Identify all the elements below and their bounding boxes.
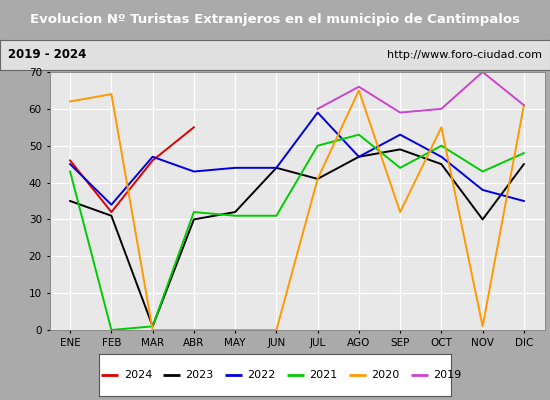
Text: 2024: 2024 <box>124 370 152 380</box>
Text: 2022: 2022 <box>248 370 276 380</box>
Text: http://www.foro-ciudad.com: http://www.foro-ciudad.com <box>387 50 542 60</box>
Text: Evolucion Nº Turistas Extranjeros en el municipio de Cantimpalos: Evolucion Nº Turistas Extranjeros en el … <box>30 14 520 26</box>
Text: 2019: 2019 <box>433 370 461 380</box>
Text: 2019 - 2024: 2019 - 2024 <box>8 48 87 62</box>
Text: 2021: 2021 <box>310 370 338 380</box>
Text: 2023: 2023 <box>185 370 214 380</box>
Text: 2020: 2020 <box>371 370 400 380</box>
